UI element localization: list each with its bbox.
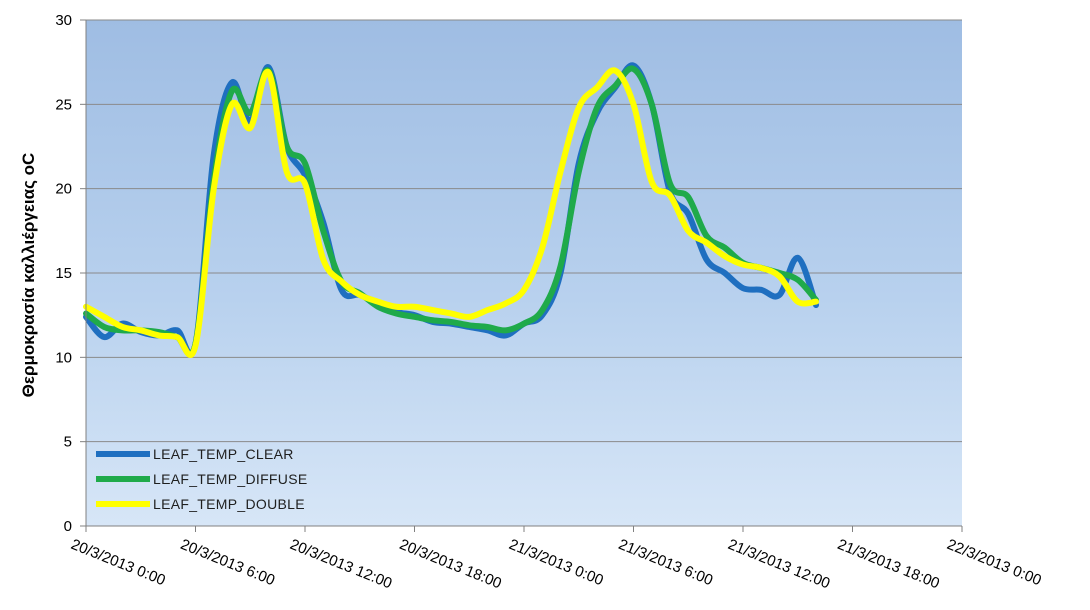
y-tick-label: 20 xyxy=(55,181,72,198)
legend-item: LEAF_TEMP_DOUBLE xyxy=(96,496,305,512)
legend-label: LEAF_TEMP_DOUBLE xyxy=(153,496,305,512)
y-tick-label: 5 xyxy=(64,434,72,451)
y-tick-label: 30 xyxy=(55,12,72,29)
legend-item: LEAF_TEMP_DIFFUSE xyxy=(96,471,307,487)
y-axis-label: Θερμοκρασία καλλιέργειας oC xyxy=(19,153,38,398)
x-tick-label: 21/3/2013 0:00 xyxy=(507,536,606,589)
x-tick-label: 20/3/2013 12:00 xyxy=(288,536,395,592)
legend-item: LEAF_TEMP_CLEAR xyxy=(96,446,294,462)
x-tick-label: 20/3/2013 6:00 xyxy=(178,536,277,589)
x-tick-label: 21/3/2013 12:00 xyxy=(726,536,833,592)
grid-lines xyxy=(86,19,962,443)
y-tick-label: 15 xyxy=(55,265,72,282)
x-tick-label: 20/3/2013 0:00 xyxy=(69,536,168,589)
x-tick-label: 22/3/2013 0:00 xyxy=(945,536,1044,589)
series-layer xyxy=(83,62,819,358)
x-axis-ticks: 20/3/2013 0:00 20/3/2013 6:00 20/3/2013 12… xyxy=(69,526,1044,592)
x-tick-label: 20/3/2013 18:00 xyxy=(397,536,504,592)
y-tick-label: 10 xyxy=(55,349,72,366)
legend: LEAF_TEMP_CLEAR LEAF_TEMP_DIFFUSE LEAF_TEM… xyxy=(96,446,307,512)
x-tick-label: 21/3/2013 6:00 xyxy=(616,536,715,589)
series-line-leaf-temp-double xyxy=(83,67,819,358)
y-axis-ticks: 0 5 10 15 20 25 30 xyxy=(55,12,86,535)
x-tick-label: 21/3/2013 18:00 xyxy=(835,536,942,592)
legend-label: LEAF_TEMP_DIFFUSE xyxy=(153,471,307,487)
y-tick-label: 25 xyxy=(55,96,72,113)
y-tick-label: 0 xyxy=(64,518,72,535)
legend-label: LEAF_TEMP_CLEAR xyxy=(153,446,294,462)
